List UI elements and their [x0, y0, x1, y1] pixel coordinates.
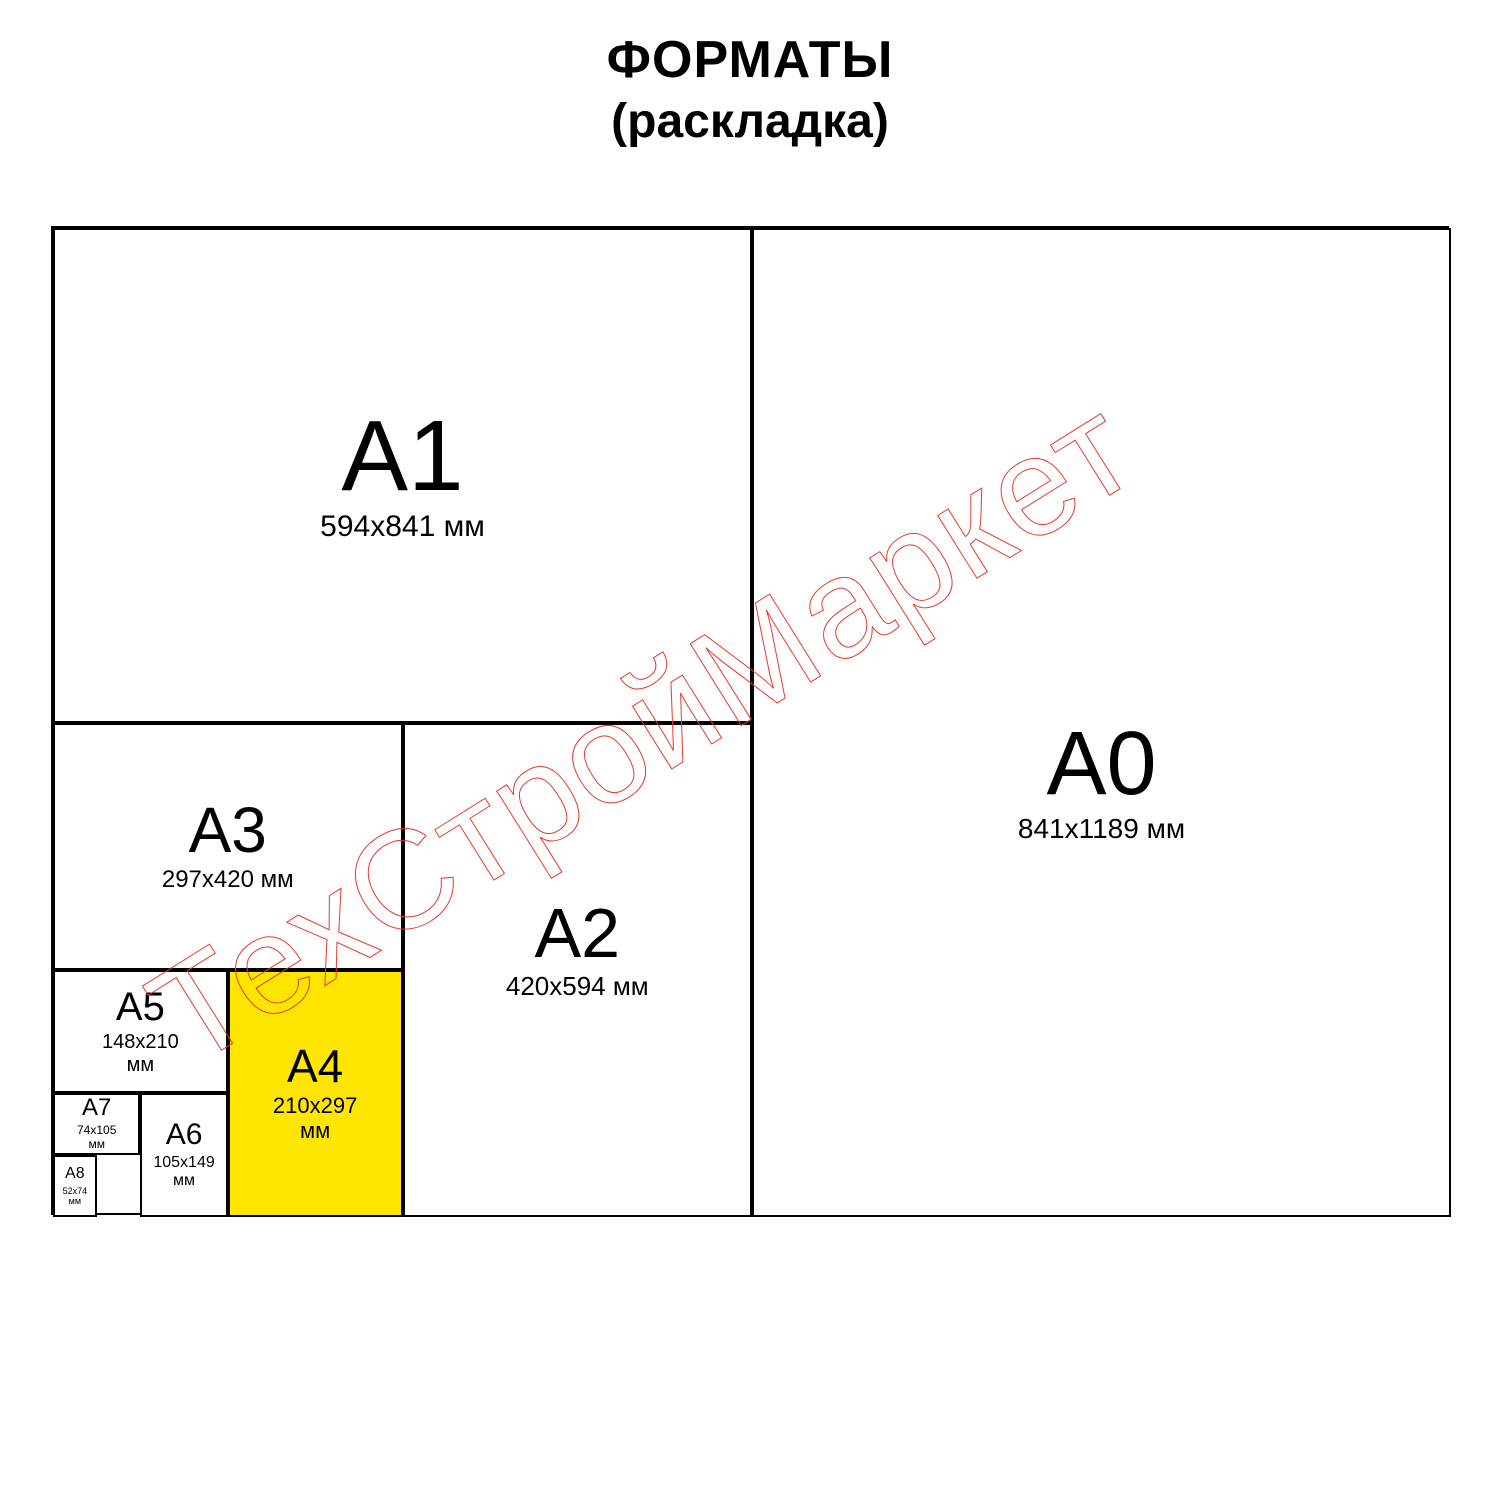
format-a7-label: A7: [82, 1096, 111, 1120]
format-a7: A7 74x105мм: [53, 1093, 140, 1155]
format-a4-label: A4: [287, 1043, 343, 1089]
format-a2-dims: 420x594 мм: [506, 972, 649, 1002]
format-a8: A8 52x74мм: [53, 1155, 97, 1217]
format-a5-label: A5: [116, 987, 165, 1027]
format-a2-label: A2: [534, 898, 620, 968]
format-a8-dims: 52x74мм: [63, 1186, 88, 1207]
paper-formats-diagram: A0 841x1189 мм A1 594x841 мм A2 420x594 …: [51, 226, 1449, 1215]
page-subtitle: (раскладка): [0, 94, 1500, 149]
format-a6-dims: 105x149мм: [153, 1154, 214, 1191]
format-a0: A0 841x1189 мм: [752, 228, 1451, 1217]
format-a6-label: A6: [166, 1120, 203, 1150]
title-block: ФОРМАТЫ (раскладка): [0, 30, 1500, 149]
format-a8-label: A8: [65, 1166, 85, 1182]
format-a3-dims: 297x420 мм: [162, 866, 294, 894]
format-a3: A3 297x420 мм: [53, 723, 403, 970]
format-a1: A1 594x841 мм: [53, 228, 752, 723]
format-a3-label: A3: [189, 798, 267, 862]
format-a5: A5 148x210мм: [53, 970, 228, 1094]
format-a4-dims: 210x297мм: [273, 1093, 357, 1144]
format-a6: A6 105x149мм: [140, 1093, 227, 1217]
format-a0-label: A0: [1046, 719, 1156, 809]
format-a0-dims: 841x1189 мм: [1018, 813, 1185, 845]
format-a4: A4 210x297мм: [228, 970, 403, 1217]
format-a7-dims: 74x105мм: [77, 1124, 116, 1152]
format-a5-dims: 148x210мм: [102, 1031, 179, 1077]
format-a2: A2 420x594 мм: [403, 723, 753, 1218]
format-a1-label: A1: [341, 406, 463, 506]
page-title: ФОРМАТЫ: [0, 30, 1500, 90]
page: ФОРМАТЫ (раскладка) A0 841x1189 мм A1 59…: [0, 0, 1500, 1500]
format-a1-dims: 594x841 мм: [320, 510, 485, 545]
